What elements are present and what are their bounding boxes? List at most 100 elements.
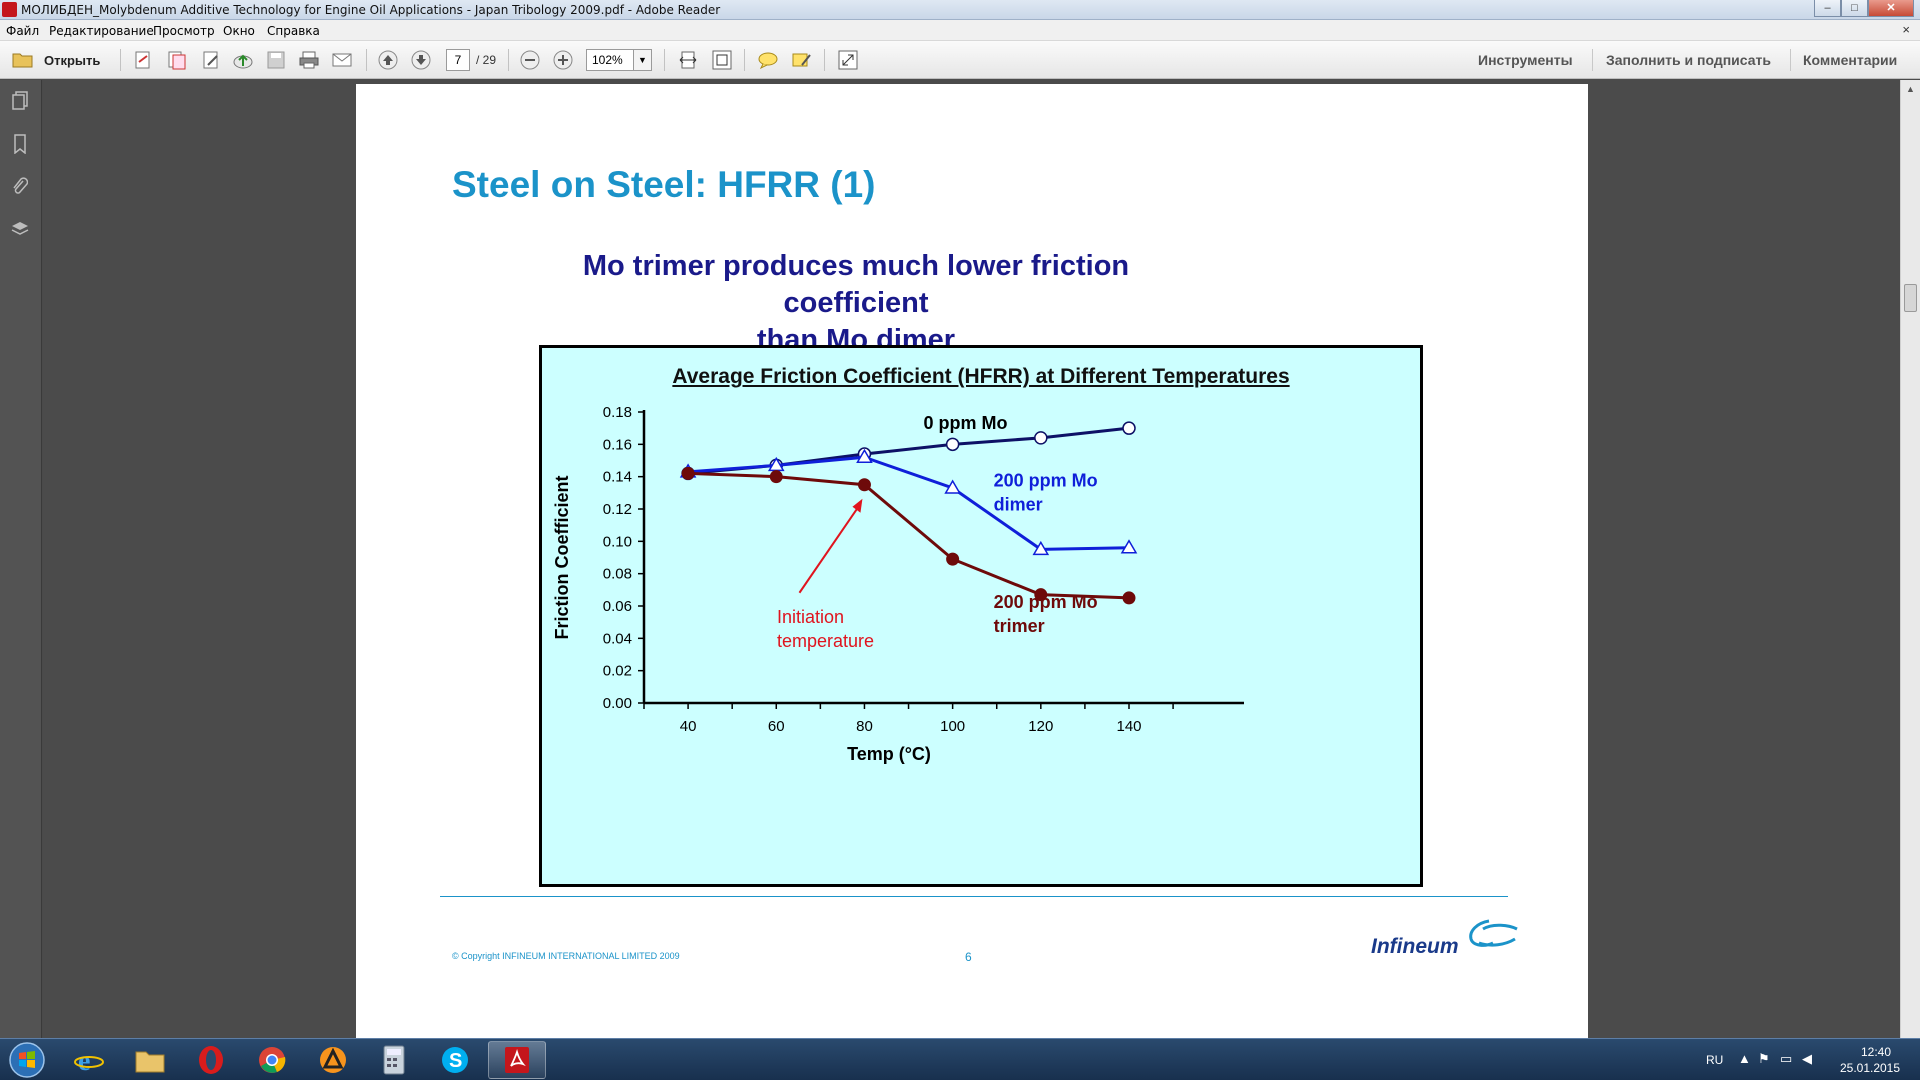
- data-point: [1122, 591, 1136, 605]
- layers-icon[interactable]: [9, 218, 31, 240]
- zoom-out-icon[interactable]: [518, 49, 542, 71]
- title-bar: МОЛИБДЕН_Molybdenum Additive Technology …: [0, 0, 1920, 20]
- menu-window[interactable]: Окно: [223, 24, 255, 38]
- toolbar-separator: [120, 49, 121, 71]
- fill-sign-pane-button[interactable]: Заполнить и подписать: [1606, 52, 1771, 68]
- menu-help[interactable]: Справка: [267, 24, 320, 38]
- taskbar-skype-icon[interactable]: S: [426, 1041, 484, 1079]
- print-icon[interactable]: [296, 49, 322, 71]
- combine-pdf-icon[interactable]: [164, 49, 190, 71]
- page-number-input[interactable]: 7: [446, 49, 470, 71]
- y-tick-label: 0.06: [603, 598, 632, 615]
- tray-network-icon[interactable]: ▭: [1780, 1051, 1793, 1066]
- create-pdf-icon[interactable]: [130, 49, 156, 71]
- chart-title: Average Friction Coefficient (HFRR) at D…: [672, 365, 1290, 388]
- series-label: trimer: [994, 616, 1045, 636]
- toolbar-separator: [664, 49, 665, 71]
- taskbar-opera-icon[interactable]: [182, 1041, 240, 1079]
- highlight-icon[interactable]: [790, 49, 814, 71]
- previous-page-icon[interactable]: [376, 49, 400, 71]
- y-axis-label: Friction Coefficient: [552, 475, 572, 639]
- slide-subtitle: Mo trimer produces much lower friction c…: [516, 248, 1196, 359]
- x-tick-label: 60: [768, 718, 785, 735]
- slide-title: Steel on Steel: HFRR (1): [452, 164, 876, 205]
- menu-edit[interactable]: Редактирование: [49, 24, 154, 38]
- y-tick-label: 0.08: [603, 566, 632, 583]
- start-button[interactable]: [4, 1040, 50, 1080]
- maximize-button[interactable]: □: [1841, 0, 1868, 17]
- vertical-scrollbar[interactable]: ▲: [1900, 80, 1920, 1038]
- taskbar-avast-icon[interactable]: [304, 1041, 362, 1079]
- y-tick-label: 0.00: [603, 695, 632, 712]
- taskbar-chrome-icon[interactable]: [243, 1041, 301, 1079]
- data-point: [1034, 588, 1048, 602]
- data-point: [857, 478, 871, 492]
- series-line-3: [688, 471, 1130, 600]
- open-folder-icon[interactable]: [10, 49, 36, 71]
- zoom-level-input[interactable]: 102%: [586, 49, 634, 71]
- tools-pane-button[interactable]: Инструменты: [1478, 52, 1573, 68]
- close-button[interactable]: ✕: [1868, 0, 1914, 17]
- friction-chart: 0.00 0.02 0.04 0.06 0.08 0.10 0.12 0.14 0.16 0.18…: [552, 404, 1244, 764]
- open-button-label[interactable]: Открыть: [44, 53, 101, 68]
- svg-text:S: S: [449, 1050, 462, 1072]
- x-tick-label: 120: [1028, 718, 1053, 735]
- email-icon[interactable]: [329, 49, 355, 71]
- taskbar-adobe-reader-icon[interactable]: [488, 1041, 546, 1079]
- data-point: [944, 479, 961, 494]
- menu-bar: Файл Редактирование Просмотр Окно Справк…: [0, 20, 1920, 41]
- next-page-icon[interactable]: [409, 49, 433, 71]
- scroll-up-icon[interactable]: ▲: [1906, 84, 1915, 94]
- tray-action-center-flag-icon[interactable]: ⚑: [1758, 1051, 1770, 1066]
- menu-file[interactable]: Файл: [6, 24, 40, 38]
- x-tick-label: 80: [856, 718, 873, 735]
- tray-clock-time[interactable]: 12:40: [1860, 1045, 1892, 1059]
- bookmarks-icon[interactable]: [9, 133, 31, 155]
- svg-text:e: e: [78, 1046, 90, 1075]
- edit-pdf-icon[interactable]: [198, 49, 224, 71]
- data-point: [1120, 539, 1138, 554]
- y-tick-label: 0.02: [603, 663, 632, 680]
- tray-volume-icon[interactable]: ◀: [1802, 1051, 1812, 1066]
- toolbar-separator: [744, 49, 745, 71]
- comment-icon[interactable]: [756, 49, 780, 71]
- zoom-in-icon[interactable]: [551, 49, 575, 71]
- data-point: [946, 552, 960, 566]
- save-icon[interactable]: [263, 49, 289, 71]
- slide-subtitle-line: Mo trimer produces much lower friction c…: [582, 250, 1130, 319]
- window-title: МОЛИБДЕН_Molybdenum Additive Technology …: [21, 3, 721, 17]
- close-document-icon[interactable]: ×: [1902, 22, 1910, 37]
- slide-page-number: 6: [965, 950, 972, 964]
- taskbar-internet-explorer-icon[interactable]: e: [60, 1041, 118, 1079]
- navigation-panel: [0, 80, 42, 1038]
- zoom-dropdown-chevron-down-icon[interactable]: ▼: [634, 49, 652, 71]
- y-tick-label: 0.18: [603, 404, 632, 421]
- taskbar-calculator-icon[interactable]: [365, 1041, 423, 1079]
- fullscreen-icon[interactable]: [836, 49, 860, 71]
- tray-show-hidden-icon[interactable]: ▲: [1738, 1051, 1751, 1066]
- attachments-paperclip-icon[interactable]: [9, 176, 31, 198]
- cloud-upload-icon[interactable]: [230, 49, 256, 71]
- fit-width-icon[interactable]: [676, 49, 700, 71]
- tray-language-indicator[interactable]: RU: [1706, 1053, 1724, 1067]
- minimize-button[interactable]: –: [1814, 0, 1841, 17]
- data-point: [1032, 540, 1050, 556]
- menu-view[interactable]: Просмотр: [153, 24, 215, 38]
- footer-divider: [440, 896, 1508, 897]
- series-label: 0 ppm Mo: [923, 413, 1007, 433]
- tray-clock-date[interactable]: 25.01.2015: [1839, 1061, 1901, 1075]
- data-point: [769, 470, 783, 484]
- scrollbar-thumb[interactable]: [1904, 284, 1917, 312]
- series-label: 200 ppm Mo: [994, 592, 1098, 612]
- chart-frame: Average Friction Coefficient (HFRR) at D…: [539, 345, 1423, 887]
- series-label: dimer: [994, 495, 1043, 515]
- comments-pane-button[interactable]: Комментарии: [1803, 52, 1898, 68]
- data-point: [856, 448, 873, 464]
- taskbar-file-explorer-icon[interactable]: [121, 1041, 179, 1079]
- toolbar-separator: [1592, 49, 1593, 71]
- data-point: [1034, 431, 1048, 445]
- toolbar-separator: [366, 49, 367, 71]
- fit-page-icon[interactable]: [710, 49, 734, 71]
- page-thumbnails-icon[interactable]: [9, 90, 31, 112]
- data-point: [681, 466, 695, 480]
